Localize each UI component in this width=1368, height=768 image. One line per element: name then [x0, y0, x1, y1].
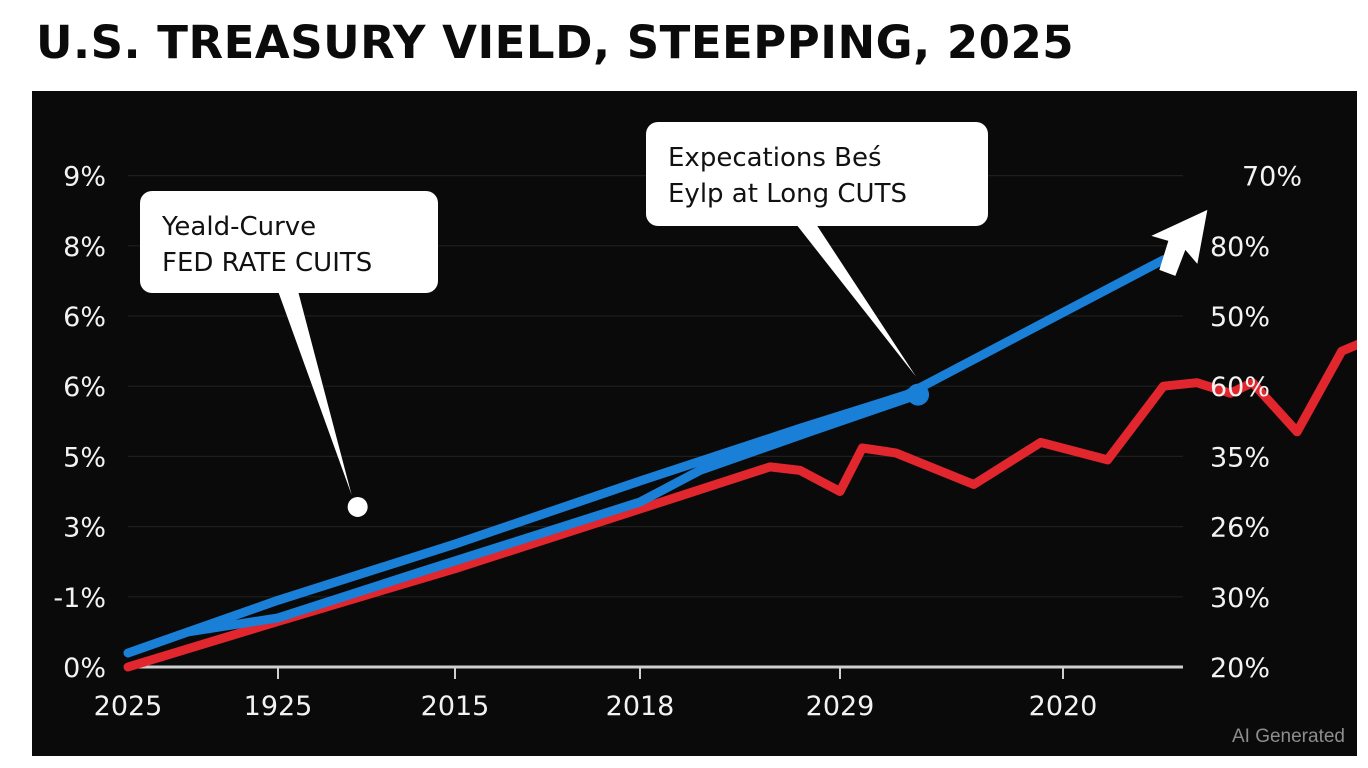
callout-pointer — [796, 224, 917, 377]
y-right-tick-label: 80% — [1210, 232, 1270, 263]
callout-box — [646, 122, 988, 226]
y-right-tick-label: 60% — [1210, 372, 1270, 403]
series-line-red — [123, 339, 1357, 672]
y-left-tick-label: 3% — [63, 513, 106, 544]
annotation-callout: Yeald-Curve FED RATE CUITS — [140, 191, 438, 495]
x-tick-label: 2015 — [421, 691, 490, 722]
y-right-tick-label: 30% — [1210, 583, 1270, 614]
x-tick-label: 2025 — [94, 691, 163, 722]
chart-panel: Yeald-Curve FED RATE CUITS Expecations Bes… — [32, 91, 1357, 756]
callout-text-line1: Expecations Beś — [668, 143, 882, 173]
callout-pointer — [278, 291, 352, 495]
watermark: AI Generated — [1231, 726, 1345, 747]
marker-blue-dot — [907, 383, 930, 406]
y-left-tick-label: 5% — [63, 442, 106, 473]
x-tick-label: 2020 — [1029, 691, 1098, 722]
y-right-tick-label: 35% — [1210, 442, 1270, 473]
y-right-tick-label: 50% — [1210, 302, 1270, 333]
x-tick-label: 2029 — [806, 691, 875, 722]
arrow-up-right-icon — [1151, 209, 1208, 276]
series-line-blue-inner — [183, 390, 923, 637]
x-axis-labels: 2025 1925 2015 2018 2029 2020 — [94, 691, 1098, 722]
chart-svg: Yeald-Curve FED RATE CUITS Expecations Bes… — [53, 122, 1357, 722]
annotation-callout: Expecations Beś Eylp at Long CUTS — [646, 122, 988, 377]
callout-text-line1: Yeald-Curve — [161, 212, 316, 242]
markers-group — [347, 383, 930, 517]
y-right-tick-label: 70% — [1242, 162, 1302, 193]
y-left-tick-label: -1% — [53, 583, 106, 614]
chart-title: U.S. TREASURY VIELD, STEEPPING, 2025 — [36, 16, 1075, 69]
marker-white-dot — [347, 496, 368, 517]
y-left-tick-label: 8% — [63, 232, 106, 263]
callout-text-line2: Eylp at Long CUTS — [668, 179, 907, 209]
x-axis — [128, 665, 1183, 679]
annotations-group: Yeald-Curve FED RATE CUITS Expecations Bes… — [140, 122, 988, 495]
y-right-tick-label: 26% — [1210, 513, 1270, 544]
y-axis-labels: 9% 8% 6% 6% 5% 3% -1% 0% 70% 80% 50% 60% 35% 26% 30% 20… — [53, 162, 1302, 684]
series-line-blue-long — [123, 255, 1168, 658]
series-group — [123, 209, 1357, 672]
callout-box — [140, 191, 438, 293]
x-tick-label: 1925 — [244, 691, 313, 722]
y-left-tick-label: 6% — [63, 372, 106, 403]
x-tick-label: 2018 — [606, 691, 675, 722]
y-left-tick-label: 0% — [63, 653, 106, 684]
y-right-tick-label: 20% — [1210, 653, 1270, 684]
callout-text-line2: FED RATE CUITS — [162, 248, 372, 278]
y-left-tick-label: 9% — [63, 162, 106, 193]
y-left-tick-label: 6% — [63, 302, 106, 333]
